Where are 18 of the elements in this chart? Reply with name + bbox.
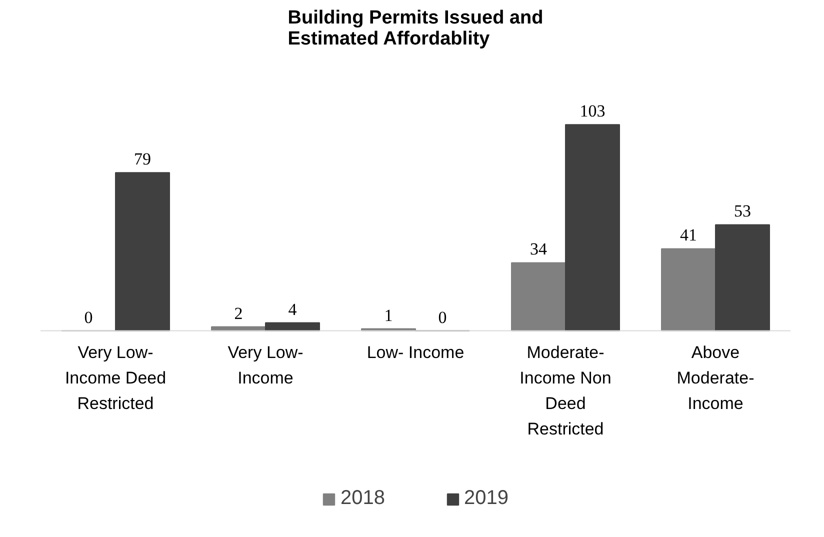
- x-tick-label: Very Low-Income Deed Restricted: [64, 342, 166, 414]
- chart-title: Building Permits Issued and Estimated Affordablity: [288, 8, 544, 50]
- data-label: 0: [438, 308, 447, 327]
- legend-label: 2019: [464, 487, 508, 510]
- data-label: 1: [384, 306, 393, 325]
- data-label: 103: [580, 102, 606, 121]
- data-label: 79: [134, 150, 151, 169]
- x-tick-label: Very Low-Income: [228, 342, 304, 388]
- data-label: 0: [84, 308, 93, 327]
- legend-label: 2018: [340, 487, 385, 510]
- data-label: 4: [288, 300, 298, 319]
- data-label: 34: [530, 240, 548, 259]
- x-tick-label: Low- Income: [366, 342, 464, 362]
- x-tick-label: Above Moderate-Income: [676, 342, 754, 414]
- data-label: 53: [734, 202, 751, 221]
- data-label: 2: [234, 304, 243, 323]
- data-label: 41: [680, 226, 697, 245]
- x-tick-label: Moderate-Income Non Deed Restricted: [520, 342, 612, 439]
